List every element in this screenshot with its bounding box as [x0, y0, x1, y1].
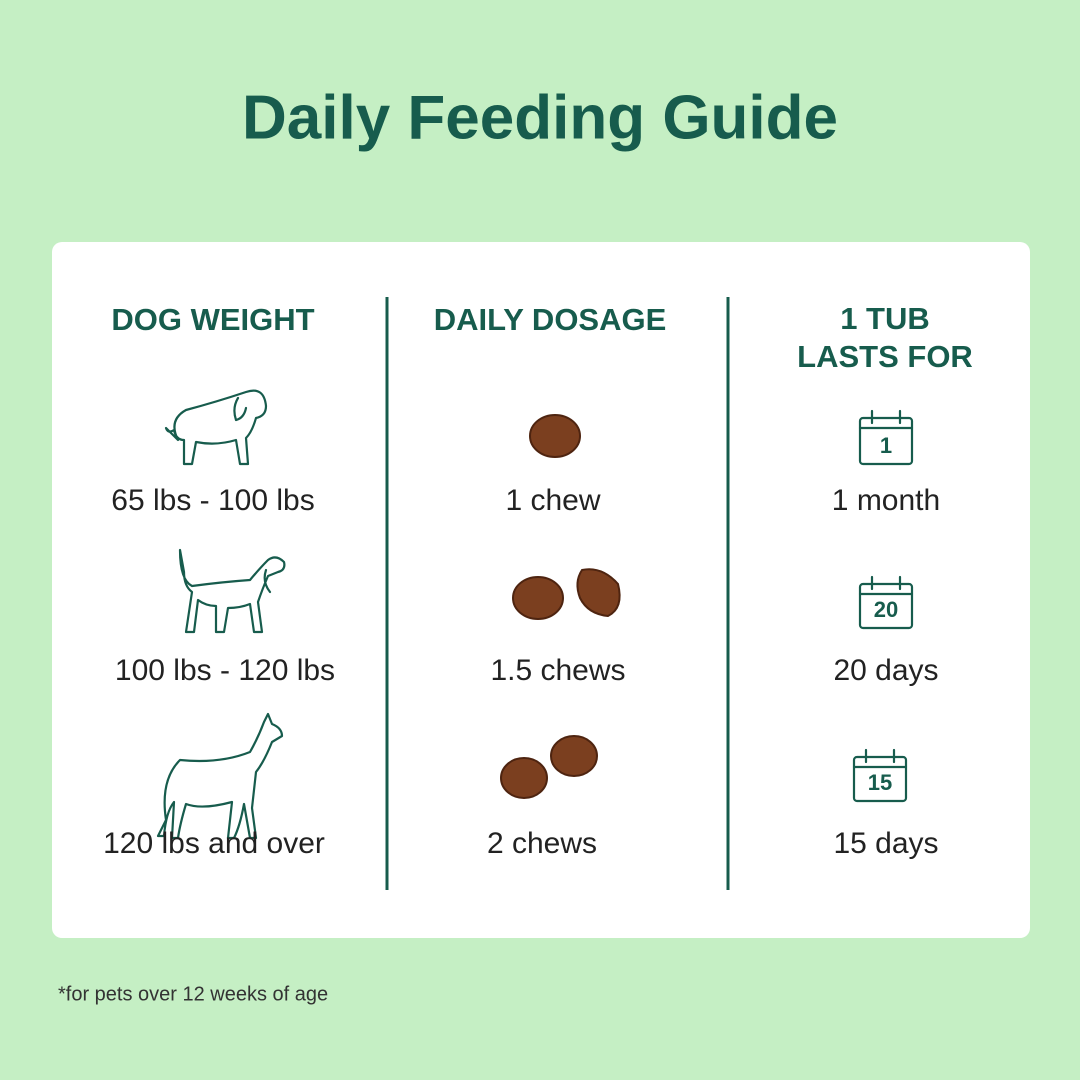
calendar-frame [858, 416, 914, 466]
dog-icon [156, 712, 284, 840]
half-chew-icon [576, 568, 621, 618]
calendar-icon: 15 [852, 748, 908, 803]
cell: 1.5 chews [490, 654, 625, 687]
column-header: DAILY DOSAGE [434, 302, 667, 337]
calendar-number: 15 [868, 770, 892, 795]
calendar-frame [858, 582, 914, 630]
cell: 20 days [833, 654, 938, 687]
cell: 2 chews [487, 827, 597, 860]
cell: 1 chew [505, 484, 600, 517]
column-header: DOG WEIGHT [111, 302, 314, 337]
calendar-icon: 1 [858, 409, 914, 466]
chew-icon [529, 414, 581, 458]
dog-icon [178, 548, 286, 634]
cell: 65 lbs - 100 lbs [111, 484, 314, 517]
calendar-frame [852, 755, 908, 803]
title: Daily Feeding Guide [242, 83, 838, 152]
cell: 15 days [833, 827, 938, 860]
chew-icon [550, 735, 598, 777]
calendar-number: 1 [880, 433, 892, 458]
column-header-box: 1 TUB LASTS FOR [797, 301, 973, 374]
chew-icon [512, 576, 564, 620]
cell: 1 month [832, 484, 940, 517]
dog-icon [164, 389, 268, 466]
cell: 100 lbs - 120 lbs [115, 654, 335, 687]
chew-icon [500, 757, 548, 799]
column-header: 1 TUB LASTS FOR [797, 301, 973, 374]
cell: 120 lbs and over [103, 827, 325, 860]
calendar-icon: 20 [858, 575, 914, 630]
footnote: *for pets over 12 weeks of age [58, 983, 328, 1005]
calendar-number: 20 [874, 597, 898, 622]
